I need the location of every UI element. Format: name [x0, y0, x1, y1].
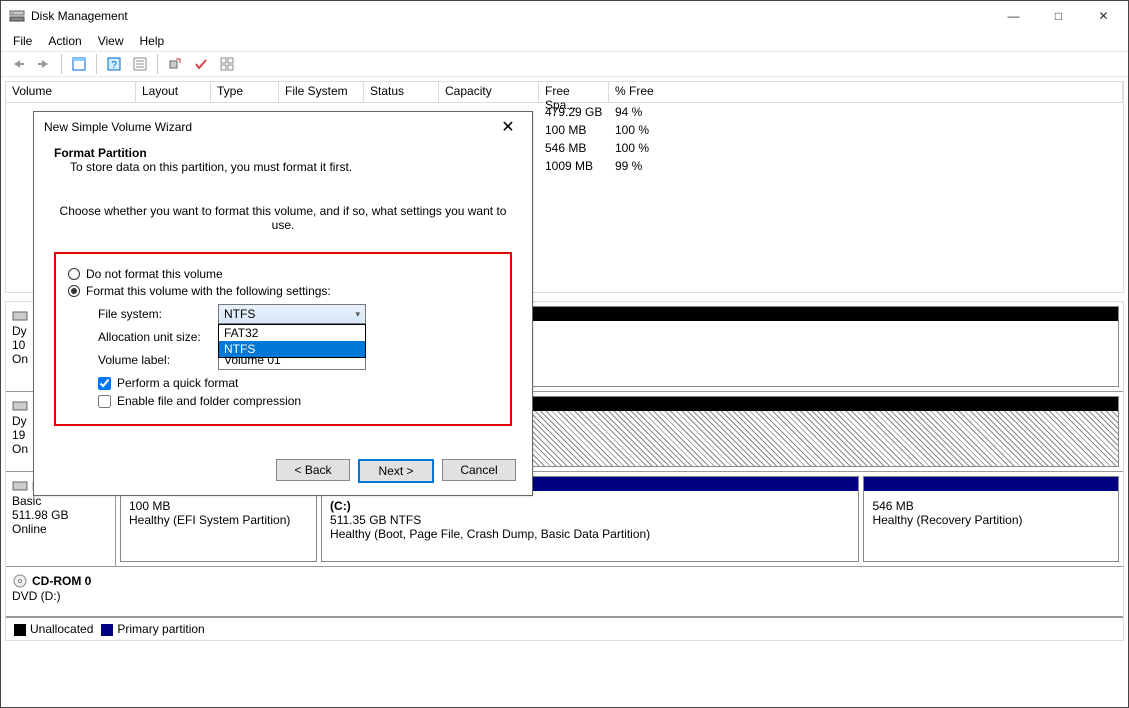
col-status[interactable]: Status	[364, 82, 439, 102]
col-volume[interactable]: Volume	[6, 82, 136, 102]
menu-view[interactable]: View	[90, 32, 132, 50]
col-type[interactable]: Type	[211, 82, 279, 102]
minimize-button[interactable]: —	[991, 2, 1036, 30]
dialog-footer: < Back Next > Cancel	[276, 459, 516, 483]
menubar: File Action View Help	[1, 31, 1128, 51]
cancel-button[interactable]: Cancel	[442, 459, 516, 481]
file-system-select[interactable]: NTFS▾ FAT32 NTFS	[218, 304, 366, 324]
col-layout[interactable]: Layout	[136, 82, 211, 102]
back-button[interactable]: < Back	[276, 459, 350, 481]
radio-no-format[interactable]: Do not format this volume	[68, 267, 498, 281]
maximize-button[interactable]: □	[1036, 2, 1081, 30]
legend: Unallocated Primary partition	[6, 617, 1123, 640]
volume-table-header: Volume Layout Type File System Status Ca…	[5, 81, 1124, 103]
disk-partitions	[116, 567, 1123, 616]
col-file-system[interactable]: File System	[279, 82, 364, 102]
file-system-dropdown: FAT32 NTFS	[218, 324, 366, 358]
back-icon[interactable]	[7, 53, 29, 75]
dialog-close-button[interactable]: ✕	[494, 113, 522, 141]
dialog-body: Choose whether you want to format this v…	[34, 184, 532, 436]
menu-file[interactable]: File	[5, 32, 40, 50]
dialog-header: Format Partition To store data on this p…	[34, 142, 532, 184]
radio-icon	[68, 268, 80, 280]
file-system-label: File system:	[98, 307, 218, 321]
help-icon[interactable]: ?	[103, 53, 125, 75]
toolbar: ?	[1, 51, 1128, 77]
chevron-down-icon: ▾	[355, 309, 360, 320]
menu-help[interactable]: Help	[132, 32, 173, 50]
quick-format-check[interactable]: Perform a quick format	[98, 376, 498, 390]
dialog-titlebar: New Simple Volume Wizard ✕	[34, 112, 532, 142]
disk-info: CD-ROM 0 DVD (D:)	[6, 567, 116, 616]
legend-swatch-unallocated	[14, 624, 26, 636]
volume-label-label: Volume label:	[98, 353, 218, 367]
wizard-dialog: New Simple Volume Wizard ✕ Format Partit…	[33, 111, 533, 496]
col-free-space[interactable]: Free Spa...	[539, 82, 609, 102]
disk-row-cdrom: CD-ROM 0 DVD (D:)	[6, 567, 1123, 617]
instruction-text: Choose whether you want to format this v…	[54, 204, 512, 232]
forward-icon[interactable]	[33, 53, 55, 75]
main-window: Disk Management — □ ✕ File Action View H…	[0, 0, 1129, 708]
radio-format[interactable]: Format this volume with the following se…	[68, 284, 498, 298]
menu-action[interactable]: Action	[40, 32, 89, 50]
allocation-label: Allocation unit size:	[98, 330, 218, 344]
svg-text:?: ?	[111, 60, 117, 71]
grid-icon[interactable]	[216, 53, 238, 75]
dialog-heading: Format Partition	[54, 146, 512, 160]
col-pct-free[interactable]: % Free	[609, 82, 1123, 102]
partition-recovery[interactable]: 546 MB Healthy (Recovery Partition)	[863, 476, 1119, 562]
check-icon[interactable]	[190, 53, 212, 75]
legend-swatch-primary	[101, 624, 113, 636]
col-capacity[interactable]: Capacity	[439, 82, 539, 102]
app-icon	[9, 8, 25, 24]
highlighted-options: Do not format this volume Format this vo…	[54, 252, 512, 426]
dialog-subheading: To store data on this partition, you mus…	[54, 160, 512, 174]
compression-check[interactable]: Enable file and folder compression	[98, 394, 498, 408]
list-icon[interactable]	[129, 53, 151, 75]
titlebar: Disk Management — □ ✕	[1, 1, 1128, 31]
close-button[interactable]: ✕	[1081, 2, 1126, 30]
option-ntfs[interactable]: NTFS	[219, 341, 365, 357]
dialog-title-text: New Simple Volume Wizard	[44, 120, 192, 134]
checkbox-icon[interactable]	[98, 395, 111, 408]
radio-icon	[68, 285, 80, 297]
refresh-icon[interactable]	[164, 53, 186, 75]
checkbox-icon[interactable]	[98, 377, 111, 390]
cdrom-name: CD-ROM 0	[32, 574, 91, 588]
option-fat32[interactable]: FAT32	[219, 325, 365, 341]
file-system-row: File system: NTFS▾ FAT32 NTFS	[98, 304, 498, 324]
window-title: Disk Management	[31, 9, 991, 23]
view-icon[interactable]	[68, 53, 90, 75]
next-button[interactable]: Next >	[358, 459, 434, 483]
